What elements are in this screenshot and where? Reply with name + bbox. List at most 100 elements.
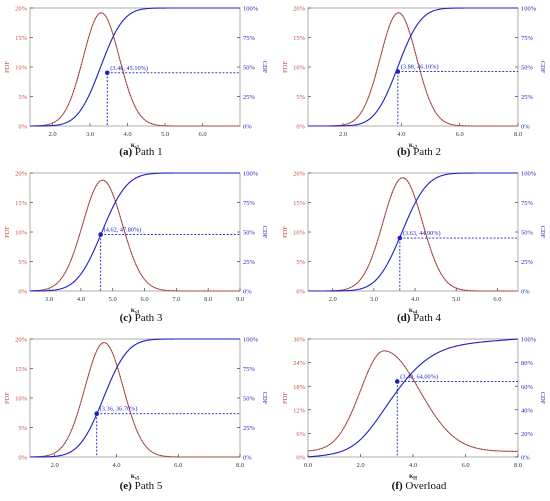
x-tick-label: 8.0 <box>204 296 212 303</box>
y-left-tick-label: 20% <box>15 337 28 344</box>
y-left-tick-label: 6% <box>296 431 305 438</box>
y-right-tick-label: 75% <box>243 200 256 207</box>
x-axis-title: κs3 <box>131 305 140 316</box>
x-tick-label: 6.0 <box>140 296 148 303</box>
y-left-axis-title: PDF <box>282 226 289 238</box>
point-annotation: (3.63, 44.90%) <box>403 230 441 237</box>
chart-panel: 0% 5% 10% 15% 20% 0% 25% 50% 75% 100% 2.0 3.0 4.0 5.0… <box>4 6 268 158</box>
y-left-axis-title: PDF <box>282 61 289 73</box>
chart-panel: 0% 5% 10% 15% 20% 0% 25% 50% 75% 100% 2.0 3.0 4.0 5.0… <box>282 171 546 324</box>
cdf-marked-point <box>395 69 401 74</box>
y-left-tick-label: 5% <box>18 94 27 101</box>
chart-panel: 0% 6% 12% 18% 24% 30% 0% 20% 40% 60% 80% 100% 0.0 2.0… <box>282 337 546 492</box>
y-left-tick-label: 18% <box>293 384 306 391</box>
y-right-tick-label: 25% <box>521 259 534 266</box>
y-right-tick-label: 20% <box>521 431 534 438</box>
y-left-tick-label: 10% <box>15 65 28 72</box>
y-left-axis-title: PDF <box>282 392 289 404</box>
y-left-tick-label: 12% <box>293 407 306 414</box>
x-tick-label: 2.0 <box>329 296 337 303</box>
y-right-tick-label: 60% <box>521 384 534 391</box>
x-tick-label: 2.0 <box>51 462 59 469</box>
y-right-tick-label: 75% <box>243 35 256 42</box>
y-right-tick-label: 25% <box>243 259 256 266</box>
y-left-tick-label: 15% <box>15 35 28 42</box>
x-tick-label: 3.0 <box>45 296 53 303</box>
cdf-marked-point <box>98 232 103 237</box>
y-left-tick-label: 10% <box>15 230 28 237</box>
x-tick-label: 4.0 <box>77 296 85 303</box>
x-tick-label: 8.0 <box>514 131 522 138</box>
y-right-tick-label: 40% <box>521 407 534 414</box>
x-axis-title: κs5 <box>131 471 140 482</box>
y-right-axis-title: CDF <box>539 392 546 405</box>
y-right-tick-label: 100% <box>521 337 537 344</box>
x-tick-label: 5.0 <box>161 131 169 138</box>
y-left-tick-label: 0% <box>18 455 27 462</box>
y-right-tick-label: 100% <box>243 337 259 344</box>
y-left-tick-label: 10% <box>293 65 306 72</box>
y-left-tick-label: 15% <box>15 366 28 373</box>
y-right-tick-label: 100% <box>243 171 259 178</box>
y-left-tick-label: 30% <box>293 337 306 344</box>
y-left-tick-label: 20% <box>15 6 28 13</box>
cdf-marked-point <box>397 235 403 241</box>
chart-panel: 0% 5% 10% 15% 20% 0% 25% 50% 75% 100% 2.0 4.0 6.0 8.0… <box>4 337 268 492</box>
x-tick-label: 6.0 <box>456 131 464 138</box>
cdf-curve <box>308 7 518 127</box>
y-left-tick-label: 5% <box>18 425 27 432</box>
y-right-tick-label: 100% <box>521 171 537 178</box>
pdf-curve-markers <box>29 342 240 458</box>
y-left-tick-label: 10% <box>293 230 306 237</box>
x-tick-label: 6.0 <box>198 131 206 138</box>
y-right-tick-label: 0% <box>521 289 530 296</box>
x-tick-label: 5.0 <box>109 296 117 303</box>
x-tick-label: 9.0 <box>236 296 244 303</box>
x-tick-label: 4.0 <box>397 131 405 138</box>
x-tick-label: 6.0 <box>461 462 469 469</box>
y-right-tick-label: 0% <box>243 455 252 462</box>
point-annotation: (3.88, 46.10%) <box>401 64 439 71</box>
y-left-tick-label: 10% <box>15 396 28 403</box>
cdf-curve <box>30 338 240 458</box>
pdf-curve-markers <box>307 350 519 452</box>
pdf-curve <box>307 350 519 452</box>
y-left-tick-label: 20% <box>293 6 306 13</box>
panel-caption: (d) Path 4 <box>397 312 442 324</box>
y-right-tick-label: 25% <box>521 94 534 101</box>
y-left-tick-label: 20% <box>15 171 28 178</box>
cdf-curve <box>29 172 240 292</box>
y-right-tick-label: 100% <box>243 6 259 13</box>
x-tick-label: 0.0 <box>304 462 312 469</box>
y-right-tick-label: 50% <box>243 396 256 403</box>
y-left-tick-label: 0% <box>296 124 305 131</box>
cdf-marked-point <box>394 379 400 384</box>
y-left-tick-label: 0% <box>296 455 305 462</box>
point-annotation: (4.62, 47.80%) <box>104 227 142 234</box>
y-right-tick-label: 0% <box>521 455 530 462</box>
y-right-tick-label: 100% <box>521 6 537 13</box>
x-tick-label: 3.0 <box>86 131 94 138</box>
y-right-axis-title: CDF <box>261 226 268 239</box>
x-tick-label: 8.0 <box>514 462 522 469</box>
y-left-tick-label: 15% <box>15 200 28 207</box>
y-left-tick-label: 5% <box>296 259 305 266</box>
y-right-tick-label: 25% <box>243 425 256 432</box>
y-right-tick-label: 50% <box>521 65 534 72</box>
y-right-tick-label: 50% <box>243 65 256 72</box>
panel-caption: (e) Path 5 <box>120 480 163 492</box>
cdf-marked-point <box>104 70 110 76</box>
x-tick-label: 4.0 <box>112 462 120 469</box>
y-right-axis-title: CDF <box>261 392 268 405</box>
y-right-tick-label: 80% <box>521 360 534 367</box>
x-tick-label: 5.0 <box>452 296 460 303</box>
x-tick-label: 6.0 <box>493 296 501 303</box>
x-tick-label: 6.0 <box>174 462 182 469</box>
y-left-tick-label: 0% <box>296 289 305 296</box>
y-left-tick-label: 24% <box>293 360 306 367</box>
x-tick-label: 2.0 <box>356 462 364 469</box>
chart-panel: 0% 5% 10% 15% 20% 0% 25% 50% 75% 100% 2.0 4.0 6.0 8.0… <box>282 6 546 158</box>
y-right-tick-label: 50% <box>243 230 256 237</box>
y-right-tick-label: 25% <box>243 94 256 101</box>
